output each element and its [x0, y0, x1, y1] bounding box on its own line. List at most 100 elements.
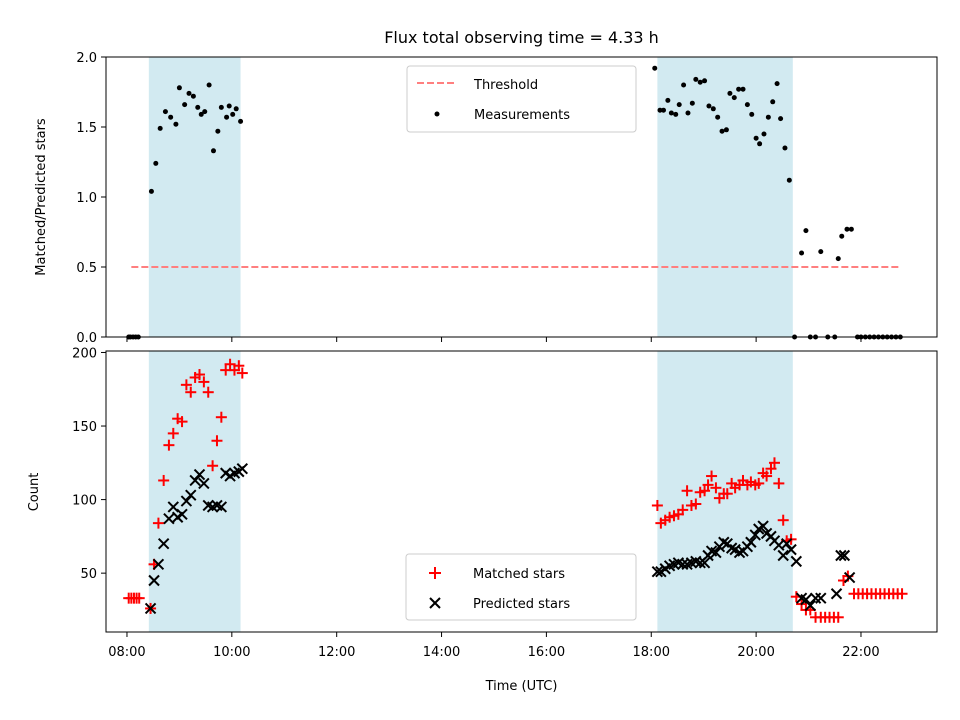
measurements-point-08-50 — [168, 114, 174, 120]
matched-stars-point-09-08 — [180, 379, 192, 391]
y-tick-label: 2.0 — [76, 51, 97, 66]
count-y-axis-label: Count — [27, 473, 42, 512]
predicted-stars-point-19-59 — [749, 529, 761, 541]
measurements-point-18-14 — [660, 107, 666, 113]
matched-stars-point-08-14 — [133, 592, 145, 604]
measurements-point-18-51 — [693, 76, 699, 82]
measurements-point-19-16 — [715, 114, 721, 120]
predicted-stars-point-08-36 — [152, 558, 165, 571]
matched-stars-point-20-21 — [768, 457, 780, 469]
matched-stars-point-20-17 — [765, 463, 777, 475]
predicted-stars-point-20-46 — [790, 555, 803, 568]
measurements-point-19-50 — [744, 102, 750, 108]
measurements-point-09-39 — [210, 148, 216, 154]
y-tick-label: 0.5 — [76, 261, 97, 276]
predicted-stars-point-19-41 — [733, 546, 746, 559]
predicted-stars-point-21-37 — [835, 549, 847, 562]
matched-stars-point-09-03 — [176, 416, 188, 428]
matched-stars-point-09-58 — [224, 358, 236, 370]
x-tick-label: 10:00 — [213, 645, 250, 660]
matched-stars-point-18-51 — [690, 498, 702, 510]
y-tick-label: 1.0 — [76, 191, 97, 206]
count-legend: Matched stars Predicted stars — [405, 553, 637, 621]
matched-stars-point-09-38 — [207, 460, 219, 472]
y-tick-label: 100 — [72, 494, 97, 509]
measurements-point-10-10 — [238, 118, 244, 124]
predicted-stars-point-18-07 — [651, 565, 664, 578]
measurements-point-20-52 — [799, 250, 805, 256]
measurements-point-19-11 — [710, 106, 716, 112]
matched-stars-point-09-28 — [198, 376, 210, 388]
y-tick-label: 150 — [72, 420, 97, 435]
measurements-point-20-24 — [774, 81, 780, 87]
y-tick-label: 200 — [72, 346, 97, 361]
measurements-point-09-25 — [198, 111, 204, 117]
count-legend-frame — [405, 553, 637, 621]
x-tick-label: 12:00 — [318, 645, 355, 660]
count-x-ticks: 08:00 10:00 12:00 14:00 16:00 18:00 20:00 22:00 — [108, 632, 880, 660]
measurements-point-19-35 — [731, 95, 737, 101]
predicted-stars-point-20-57 — [800, 593, 812, 606]
matched-stars-point-22-47 — [896, 588, 908, 600]
predicted-stars-point-18-36 — [677, 558, 689, 571]
measurements-point-20-33 — [782, 145, 788, 151]
matched-stars-legend-swatch — [429, 567, 441, 579]
measurements-point-20-14 — [765, 114, 771, 120]
matched-stars-point-18-41 — [681, 485, 693, 497]
ratio-x-ticks — [126, 337, 862, 342]
matched-stars-point-08-53 — [167, 427, 179, 439]
predicted-stars-point-19-01 — [698, 557, 711, 569]
measurements-point-20-57 — [803, 228, 809, 234]
measurements-point-20-00 — [753, 135, 759, 141]
ratio-legend-frame — [406, 65, 637, 133]
count-plot: 50 100 150 200 08:00 10:00 12:00 14:00 16:00 18:… — [27, 346, 938, 694]
measurements-point-09-34 — [206, 82, 212, 88]
observing-window-2 — [657, 351, 793, 632]
observing-window-2 — [657, 57, 793, 337]
predicted-stars-point-19-32 — [725, 542, 738, 554]
measurements-point-09-21 — [195, 104, 201, 110]
predicted-stars-point-09-48 — [215, 501, 228, 513]
matched-stars-point-10-08 — [233, 360, 245, 372]
measurements-point-08-44 — [162, 109, 168, 115]
predicted-stars-point-19-23 — [718, 536, 730, 548]
threshold-legend-label: Threshold — [473, 78, 538, 93]
predicted-stars-point-19-14 — [710, 546, 722, 559]
measurements-point-08-28 — [148, 188, 154, 194]
x-tick-label: 14:00 — [423, 645, 460, 660]
predicted-stars-point-20-40 — [785, 543, 797, 556]
predicted-stars-point-21-14 — [815, 592, 827, 604]
matched-stars-point-19-01 — [699, 485, 711, 497]
measurements-point-09-06 — [182, 102, 188, 108]
measurements-point-20-09 — [761, 131, 767, 137]
predicted-stars-point-21-32 — [830, 588, 843, 600]
measurements-point-08-33 — [153, 160, 159, 166]
matched-stars-point-20-03 — [753, 477, 765, 489]
measurement-points — [126, 65, 903, 340]
predicted-stars-point-21-47 — [843, 571, 856, 584]
x-tick-label: 18:00 — [633, 645, 670, 660]
measurements-point-21-44 — [844, 226, 850, 232]
measurements-point-21-34 — [835, 256, 841, 262]
measurements-point-18-42 — [685, 110, 691, 116]
measurements-point-19-01 — [702, 78, 708, 84]
predicted-stars-point-08-27 — [144, 602, 157, 615]
matched-stars-legend-label: Matched stars — [473, 567, 565, 582]
ratio-plot: 0.00.51.01.52.0 Matched/Predicted stars … — [34, 51, 938, 346]
matched-stars-point-09-43 — [211, 435, 223, 447]
measurements-point-20-19 — [770, 99, 776, 105]
matched-stars-point-21-34 — [832, 611, 844, 623]
measurements-point-19-21 — [719, 128, 725, 134]
measurements-point-18-28 — [673, 111, 679, 117]
matched-stars-point-20-12 — [761, 470, 773, 482]
matched-stars-point-09-33 — [202, 386, 214, 398]
measurements-point-21-38 — [839, 233, 845, 239]
measurements-point-19-06 — [706, 103, 712, 109]
matched-stars-point-18-36 — [677, 504, 689, 516]
ratio-y-ticks: 0.0 0.5 1.0 1.5 2.0 — [76, 51, 106, 346]
matched-stars-point-18-07 — [651, 499, 663, 511]
predicted-stars-legend-swatch — [429, 597, 441, 609]
x-tick-label: 16:00 — [528, 645, 565, 660]
measurements-point-09-44 — [215, 128, 221, 134]
